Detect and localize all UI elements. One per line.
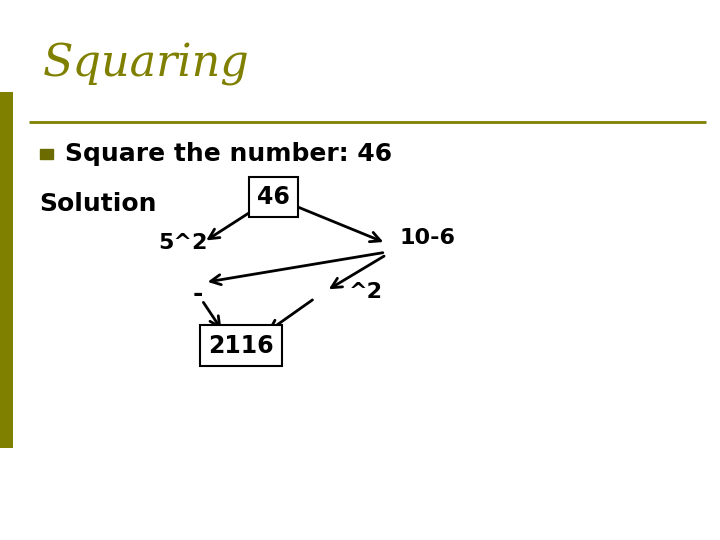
Text: 10-6: 10-6 bbox=[400, 227, 456, 248]
Text: Squaring: Squaring bbox=[43, 43, 250, 86]
Bar bbox=[0, 92, 13, 448]
Text: Square the number: 46: Square the number: 46 bbox=[65, 142, 392, 166]
Text: 2116: 2116 bbox=[208, 334, 274, 357]
Bar bbox=[40, 149, 53, 159]
Text: 46: 46 bbox=[257, 185, 290, 209]
Text: Solution: Solution bbox=[40, 192, 157, 215]
Text: -: - bbox=[193, 282, 203, 306]
Text: 5^2: 5^2 bbox=[158, 233, 208, 253]
Text: ^2: ^2 bbox=[349, 281, 383, 302]
